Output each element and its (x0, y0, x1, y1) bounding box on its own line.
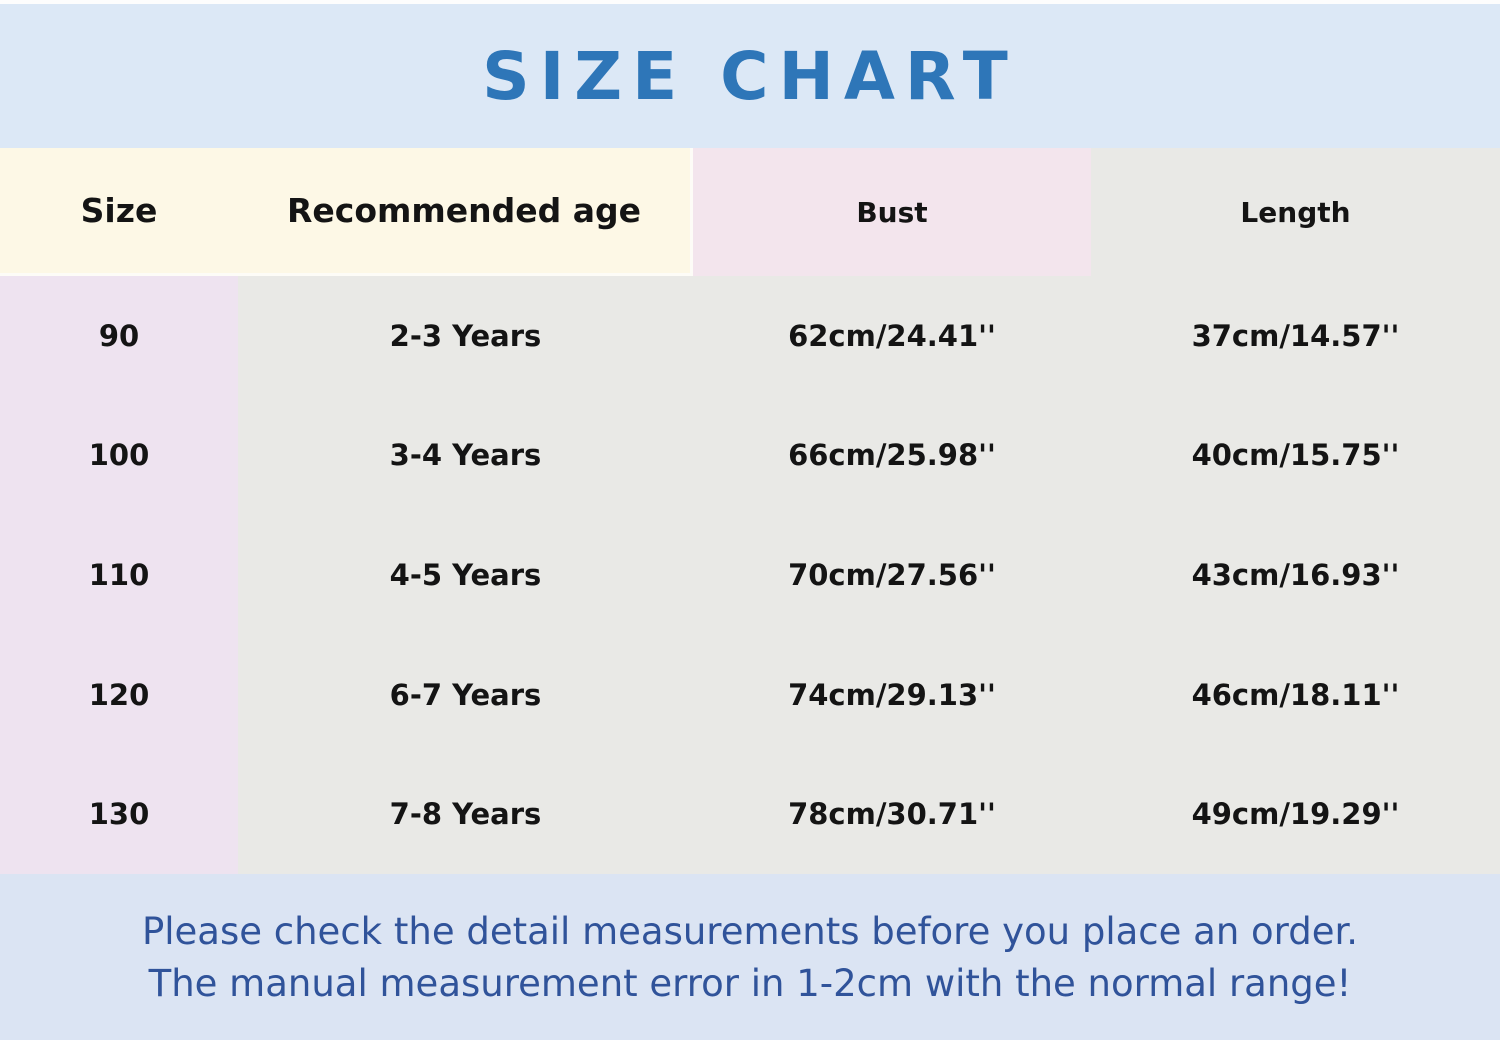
cell-size: 120 (0, 634, 238, 755)
cell-size: 130 (0, 754, 238, 874)
cell-bust: 74cm/29.13'' (693, 634, 1091, 755)
cell-age: 7-8 Years (238, 754, 693, 874)
cell-age: 6-7 Years (238, 634, 693, 755)
col-header-age: Recommended age (238, 148, 693, 276)
title-band: SIZE CHART (0, 4, 1500, 148)
cell-bust: 78cm/30.71'' (693, 754, 1091, 874)
col-header-bust: Bust (693, 148, 1091, 276)
cell-size: 100 (0, 395, 238, 516)
cell-length: 46cm/18.11'' (1091, 634, 1500, 755)
top-divider (0, 0, 1500, 4)
cell-bust: 70cm/27.56'' (693, 515, 1091, 635)
cell-length: 40cm/15.75'' (1091, 395, 1500, 516)
cell-age: 2-3 Years (238, 276, 693, 396)
cell-size: 90 (0, 276, 238, 396)
cell-age: 3-4 Years (238, 395, 693, 516)
cell-bust: 66cm/25.98'' (693, 395, 1091, 516)
footer-note-band: Please check the detail measurements bef… (0, 874, 1500, 1040)
col-header-length: Length (1091, 148, 1500, 276)
size-table: Size Recommended age Bust Length 90 2-3 … (0, 148, 1500, 874)
cell-length: 43cm/16.93'' (1091, 515, 1500, 635)
col-header-size: Size (0, 148, 238, 276)
cell-bust: 62cm/24.41'' (693, 276, 1091, 396)
cell-length: 37cm/14.57'' (1091, 276, 1500, 396)
footer-note-line2: The manual measurement error in 1-2cm wi… (148, 961, 1352, 1005)
cell-length: 49cm/19.29'' (1091, 754, 1500, 874)
cell-size: 110 (0, 515, 238, 635)
page-title: SIZE CHART (482, 37, 1018, 115)
footer-note-line1: Please check the detail measurements bef… (141, 909, 1359, 953)
cell-age: 4-5 Years (238, 515, 693, 635)
